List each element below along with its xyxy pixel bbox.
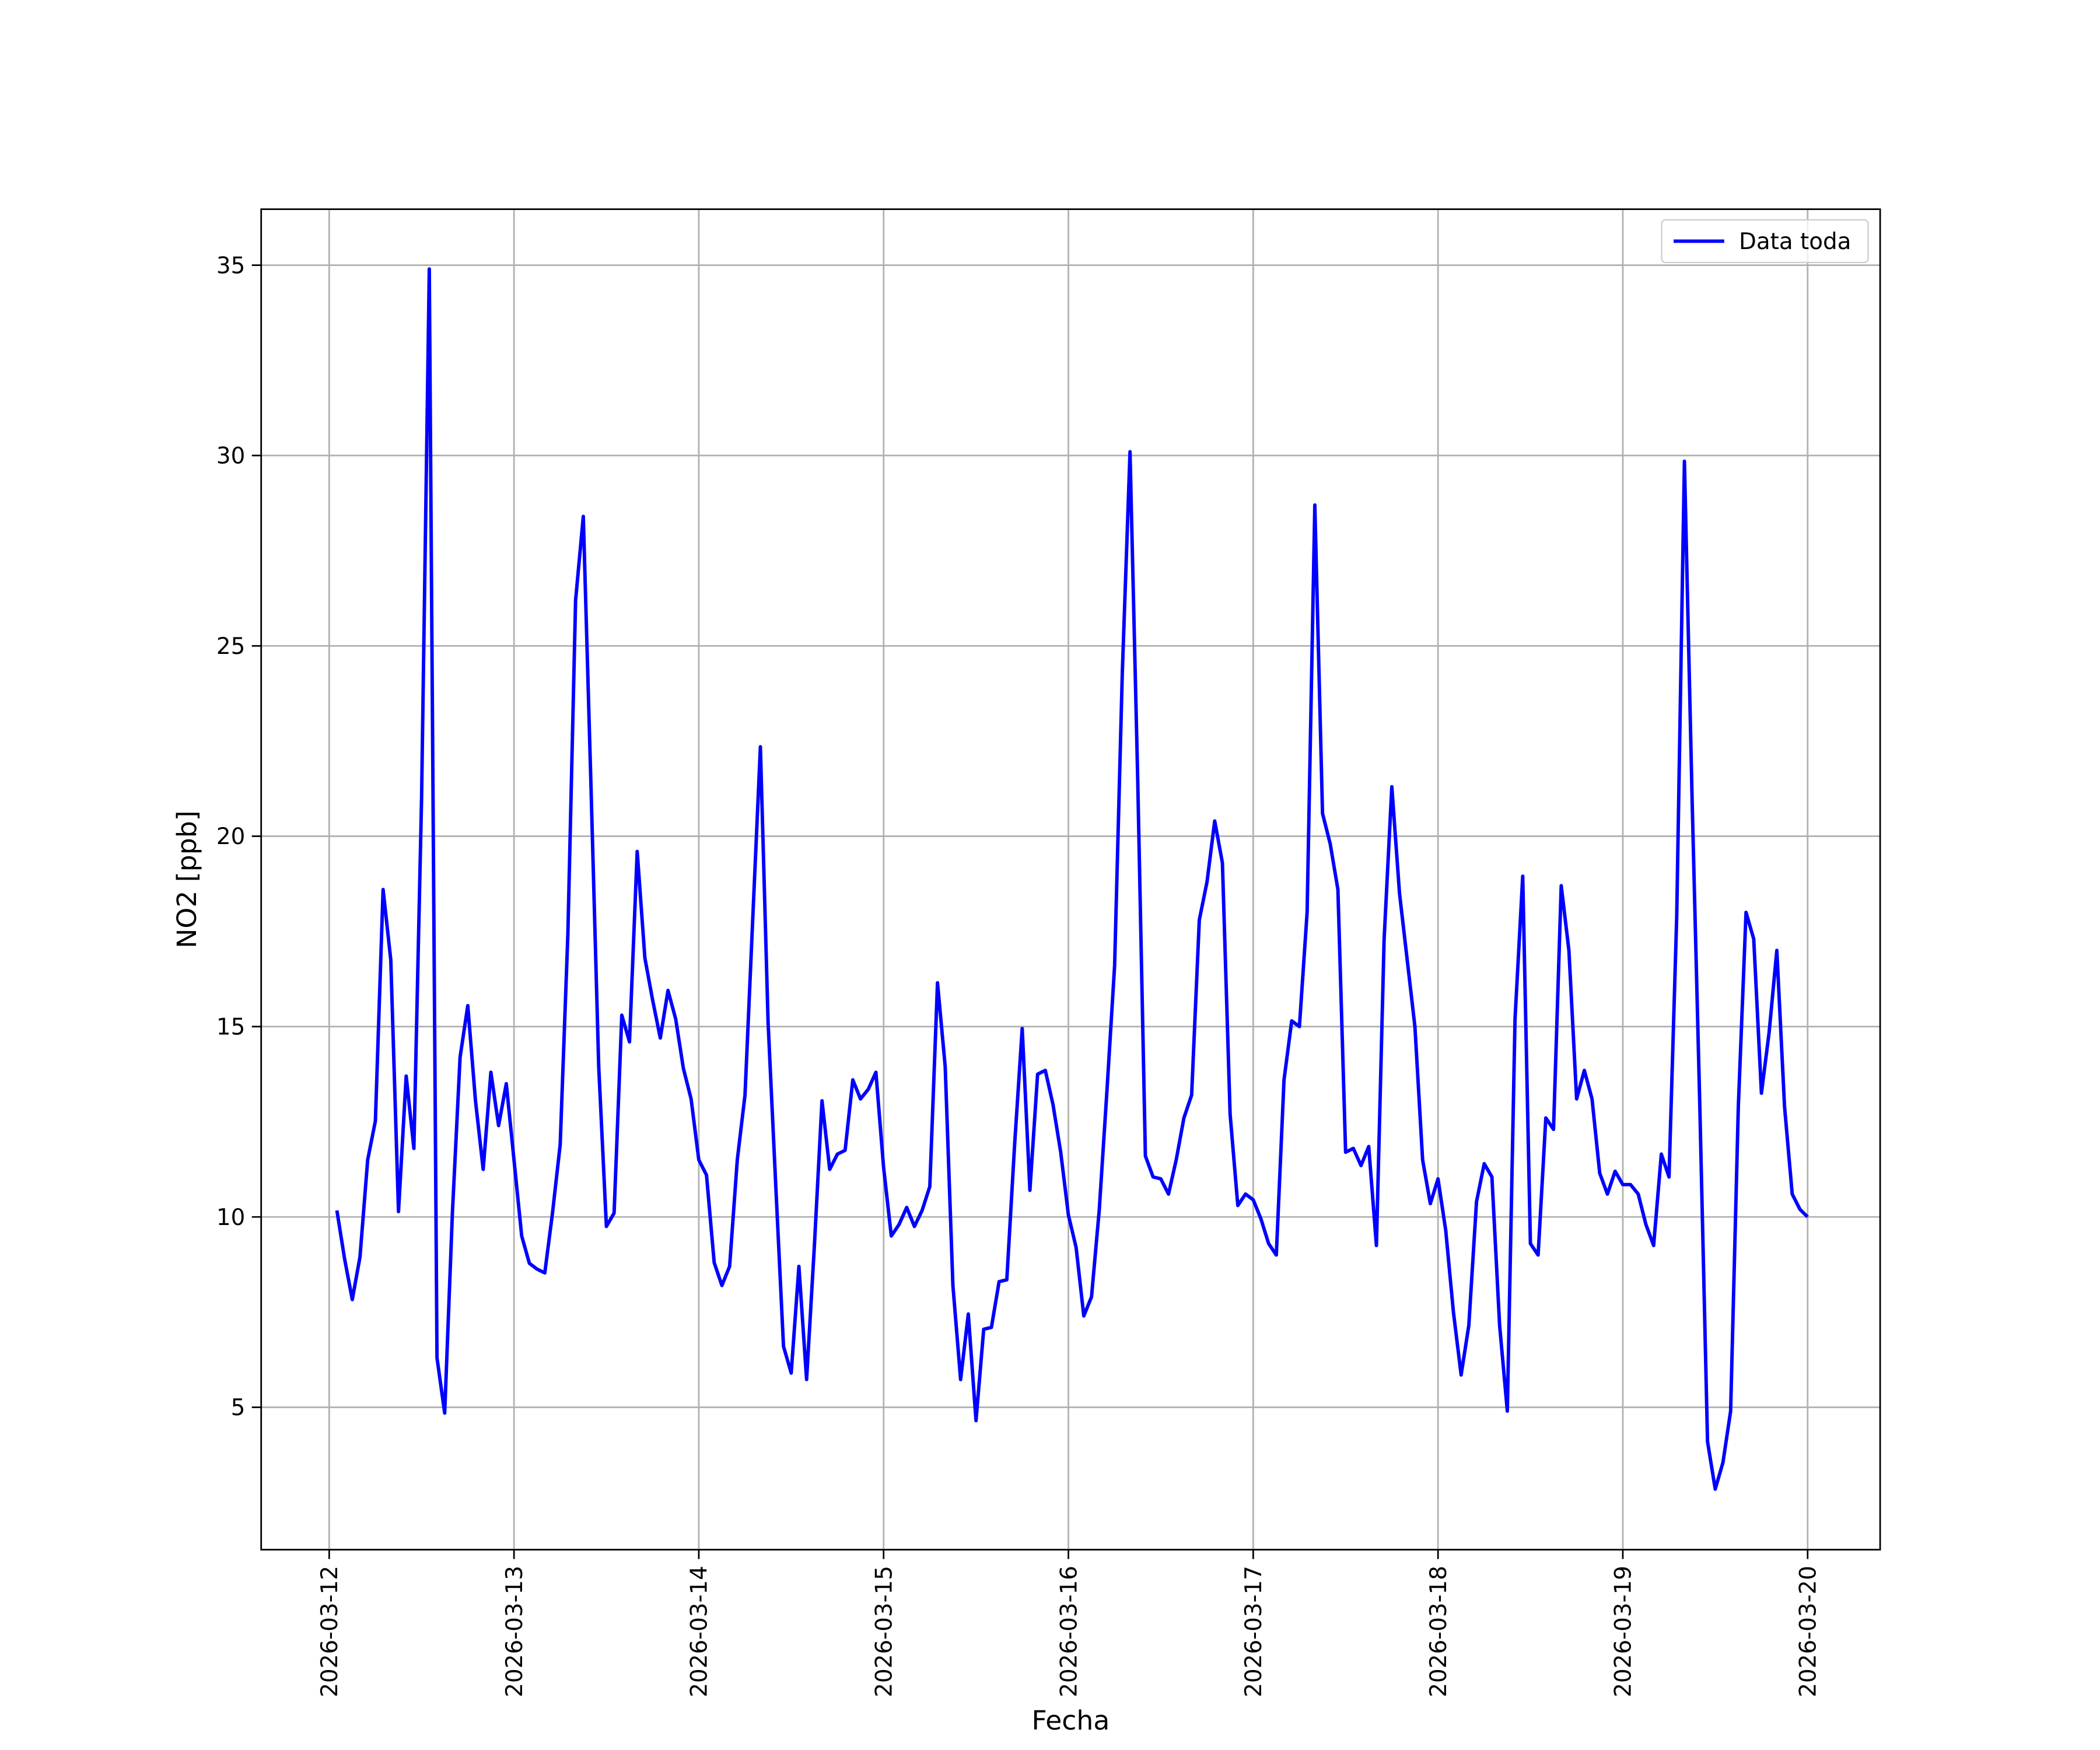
y-tick-label: 10 [216, 1205, 245, 1231]
x-tick-label: 2026-03-13 [502, 1566, 528, 1698]
axes-frame [260, 208, 1881, 1550]
x-tick-label: 2026-03-19 [1611, 1566, 1637, 1698]
x-axis-label: Fecha [1031, 1705, 1110, 1736]
ticks: 5 10 15 20 25 30 35 2026-03-12 2026-03-13 2026-03… [216, 253, 1822, 1697]
legend-label: Data toda [1739, 229, 1851, 255]
x-tick-label: 2026-03-20 [1795, 1566, 1821, 1698]
x-tick-label: 2026-03-15 [871, 1566, 897, 1698]
y-axis-label: NO2 [ppb] [172, 810, 202, 948]
y-tick-label: 35 [216, 253, 245, 279]
y-tick-label: 25 [216, 634, 245, 660]
grid [261, 209, 1881, 1550]
x-tick-label: 2026-03-16 [1056, 1566, 1082, 1698]
y-tick-label: 15 [216, 1014, 245, 1041]
y-tick-label: 5 [231, 1395, 246, 1421]
y-tick-label: 20 [216, 824, 245, 850]
legend-box [1661, 219, 1869, 264]
x-tick-label: 2026-03-12 [317, 1566, 343, 1698]
x-tick-label: 2026-03-14 [687, 1566, 713, 1698]
x-tick-label: 2026-03-18 [1426, 1566, 1452, 1698]
plot-area [335, 267, 1809, 1491]
y-tick-label: 30 [216, 443, 245, 470]
legend: Data toda [1661, 219, 1869, 264]
data-line [335, 267, 1809, 1491]
x-tick-label: 2026-03-17 [1241, 1566, 1267, 1698]
